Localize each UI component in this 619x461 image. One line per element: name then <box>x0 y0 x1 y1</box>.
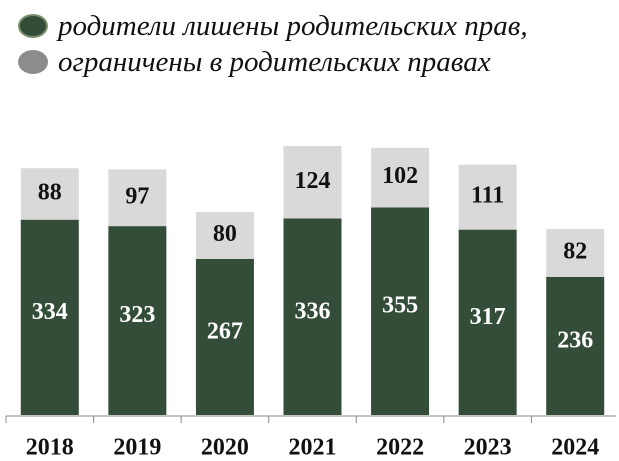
bar-segment <box>283 146 342 219</box>
bar-segment <box>371 207 430 415</box>
x-tick-label: 2023 <box>464 435 512 461</box>
x-tick-label: 2018 <box>26 435 74 461</box>
bar-segment <box>108 226 167 415</box>
bar-segment <box>20 219 79 415</box>
bar-segment <box>108 169 167 227</box>
bar-segment <box>371 147 430 208</box>
value-label: 88 <box>38 179 62 205</box>
x-tick-label: 2024 <box>551 435 599 461</box>
x-tick-label: 2022 <box>376 435 424 461</box>
legend-marker <box>18 50 48 74</box>
value-label: 317 <box>470 304 506 330</box>
value-label: 111 <box>471 183 504 209</box>
value-label: 102 <box>382 163 418 189</box>
value-label: 97 <box>125 183 149 209</box>
value-label: 80 <box>213 221 237 247</box>
value-label: 323 <box>119 302 155 328</box>
value-label: 267 <box>207 318 243 344</box>
bar-segment <box>458 164 517 230</box>
value-label: 334 <box>32 299 68 325</box>
legend-item: родители лишены родительских прав, <box>18 8 614 44</box>
legend: родители лишены родительских прав, ограни… <box>18 8 614 80</box>
value-label: 336 <box>295 298 331 324</box>
legend-item: ограничены в родительских правах <box>18 44 614 80</box>
x-tick-label: 2020 <box>201 435 249 461</box>
bar-segment <box>283 218 342 415</box>
bar-segment <box>20 168 79 220</box>
x-tick-label: 2019 <box>113 435 161 461</box>
value-label: 124 <box>295 168 331 194</box>
bar-segment <box>546 229 605 277</box>
bar-segment <box>546 276 605 415</box>
legend-label: ограничены в родительских правах <box>58 46 491 78</box>
x-tick-label: 2021 <box>289 435 337 461</box>
bar-segment <box>195 212 254 259</box>
value-label: 236 <box>557 327 593 353</box>
bar-segment <box>458 229 517 415</box>
bar-segment <box>195 258 254 415</box>
value-label: 355 <box>382 293 418 319</box>
value-label: 82 <box>563 239 587 265</box>
legend-label: родители лишены родительских прав, <box>58 10 528 42</box>
legend-marker <box>18 14 48 38</box>
